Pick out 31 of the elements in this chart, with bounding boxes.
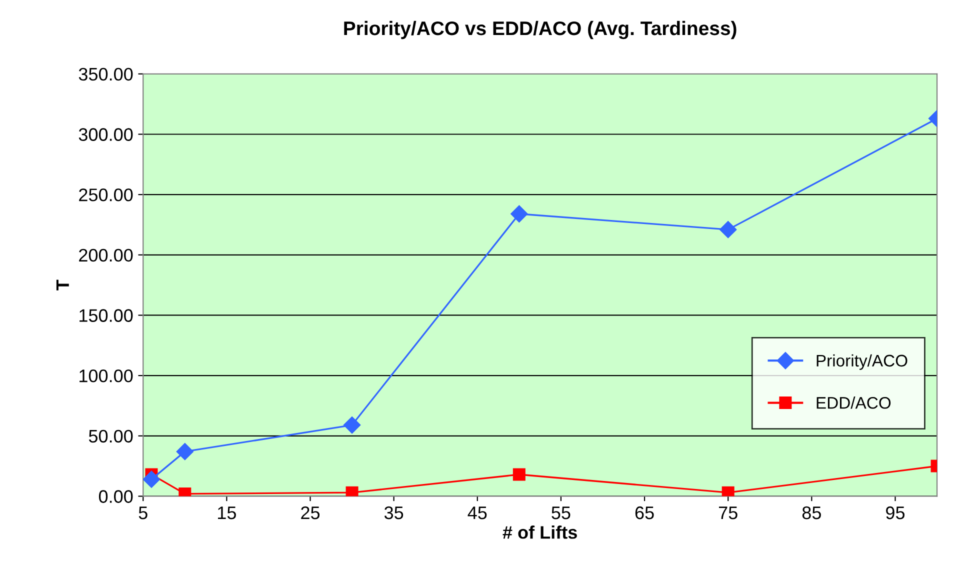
point [346,486,358,496]
x-tick-label: 85 [802,506,821,520]
point [510,205,528,222]
y-tick-label: 350.00 [78,68,133,81]
y-tick-label: 200.00 [79,248,133,262]
legend-label: Priority/ACO [816,354,908,370]
x-tick-label: 65 [635,506,654,520]
y-axis-title: T [56,280,69,290]
point [343,416,361,434]
x-tick-label: 55 [552,506,570,520]
x-tick-label: 35 [384,506,404,520]
x-tick-label: 45 [468,506,487,520]
x-axis-title: # of Lifts [502,526,577,539]
point [176,443,194,460]
point [722,486,734,496]
x-tick-label: 75 [718,506,738,520]
x-tick-label: 5 [138,506,148,520]
point [143,470,160,488]
x-tick-label: 15 [218,506,236,520]
y-tick-label: 250.00 [79,188,133,202]
point [512,468,526,481]
y-tick-label: 300.00 [78,128,133,141]
legend-label: EDD/ACO [816,396,891,409]
point [720,221,737,238]
y-tick-label: 100.00 [80,369,133,382]
y-tick-label: 150.00 [80,309,133,322]
y-tick-label: 0.00 [98,490,133,503]
y-tick-label: 50.00 [88,430,133,443]
x-tick-label: 95 [886,506,905,520]
chart-title: Priority/ACO vs EDD/ACO (Avg. Tardiness) [344,20,736,40]
x-tick-label: 25 [301,506,320,520]
